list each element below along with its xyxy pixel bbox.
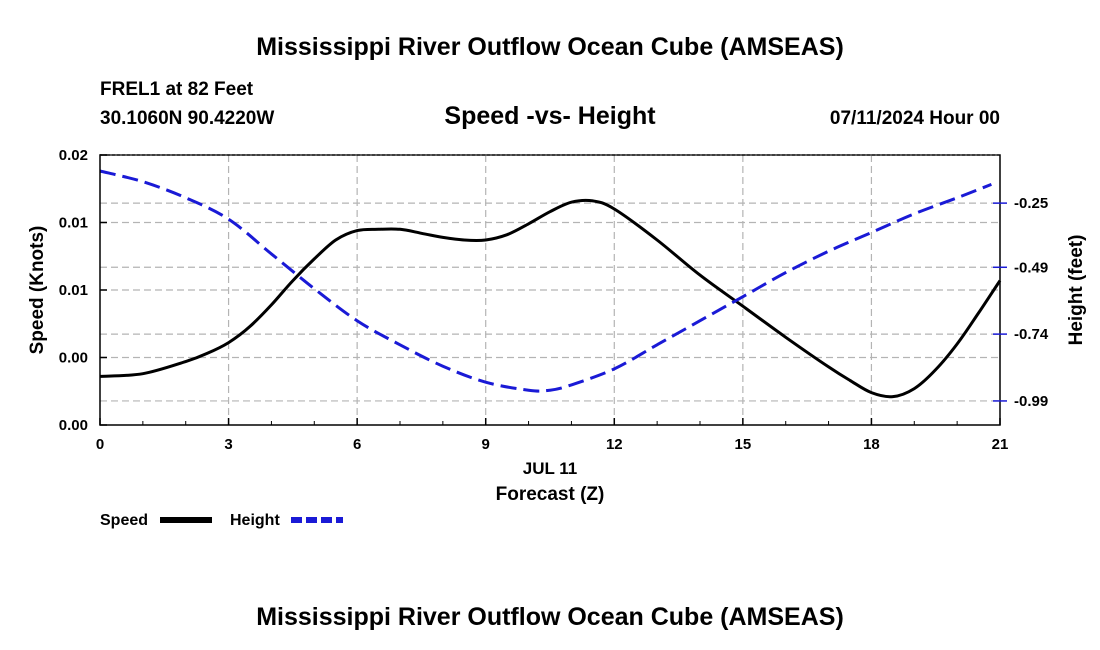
x-tick-label: 3 [224,436,232,453]
y2-tick-label: -0.49 [1014,259,1048,276]
legend-height-label: Height [230,512,280,529]
plot-title: Speed -vs- Height [444,102,656,130]
y-tick-label: 0.02 [59,147,88,164]
station-coordinates: 30.1060N 90.4220W [100,108,274,129]
height-series [99,169,992,393]
y-axis-left: 0.00 0.00 0.01 0.01 0.02 [59,147,107,434]
x-tick-label: 12 [606,436,623,453]
y2-tick-label: -0.74 [1014,326,1049,343]
legend-speed-label: Speed [100,512,148,529]
x-tick-label: 6 [353,436,361,453]
y-tick-label: 0.00 [59,417,88,434]
forecast-date: 07/11/2024 Hour 00 [830,108,1000,129]
speed-series [99,198,1002,399]
legend: Speed Height [100,512,343,529]
x-tick-label: 21 [992,436,1009,453]
y-axis-left-title: Speed (Knots) [27,226,48,355]
grid-layer [100,155,1000,425]
y-tick-label: 0.01 [59,215,88,232]
y2-tick-label: -0.99 [1014,393,1048,410]
y-axis-right-title: Height (feet) [1066,235,1087,346]
y-tick-label: 0.01 [59,282,88,299]
footer-title: Mississippi River Outflow Ocean Cube (AM… [256,603,844,631]
y-axis-right: -0.25 -0.49 -0.74 -0.99 [993,195,1049,410]
x-tick-label: 18 [863,436,880,453]
x-tick-label: 15 [735,436,752,453]
x-axis-date-label: JUL 11 [523,459,578,478]
y-tick-label: 0.00 [59,350,88,367]
x-axis-title: Forecast (Z) [496,484,605,505]
x-tick-label: 9 [482,436,490,453]
station-name: FREL1 at 82 Feet [100,79,254,100]
y2-tick-label: -0.25 [1014,195,1048,212]
speed-line [99,198,1002,399]
height-line [99,169,992,393]
x-tick-label: 0 [96,436,104,453]
main-title: Mississippi River Outflow Ocean Cube (AM… [256,33,844,61]
x-axis: 0 3 6 9 12 15 18 21 [96,418,1009,453]
